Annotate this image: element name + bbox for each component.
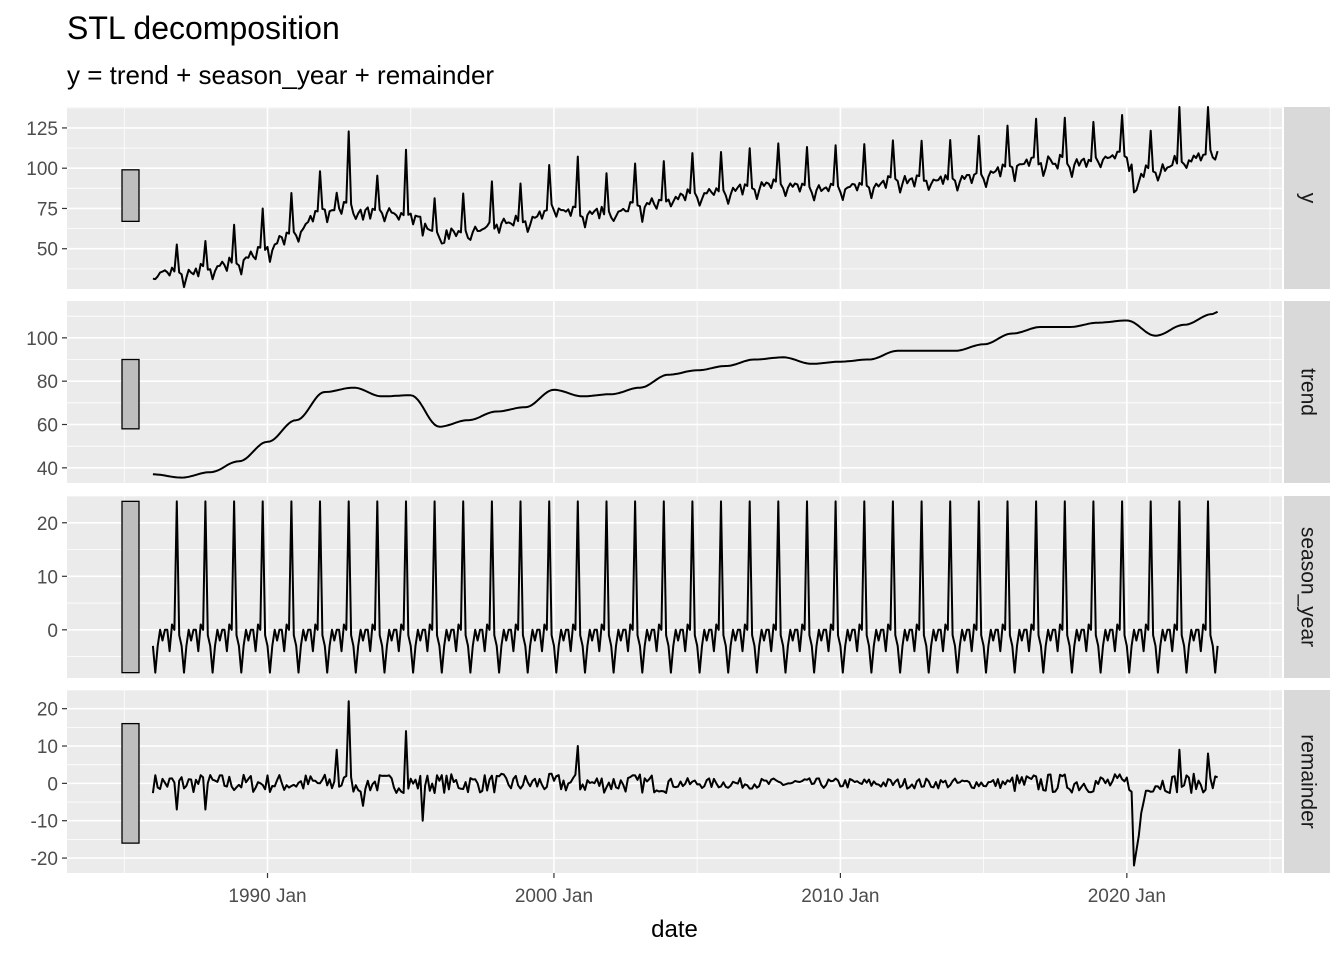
- y-tick-label: 10: [37, 737, 58, 758]
- series-line-season-year: [151, 500, 1219, 674]
- scale-bar: [121, 358, 140, 430]
- y-tick-label: -20: [31, 849, 58, 870]
- scale-bar: [121, 722, 140, 844]
- y-tick-label: 50: [37, 240, 58, 261]
- facet-strip: [1284, 301, 1330, 483]
- scale-bar: [121, 169, 140, 223]
- y-tick-label: 0: [47, 774, 58, 795]
- y-tick-label: -10: [31, 812, 58, 833]
- x-tick-label: 2010 Jan: [801, 886, 879, 907]
- panel-background: [67, 496, 1282, 678]
- y-tick-label: 100: [26, 159, 58, 180]
- y-tick-label: 60: [37, 416, 58, 437]
- y-tick-label: 40: [37, 459, 58, 480]
- series-line-trend: [152, 310, 1219, 479]
- chart-subtitle: y = trend + season_year + remainder: [67, 60, 495, 90]
- panel-background: [67, 690, 1282, 873]
- facet-strip-label: season_year: [1296, 527, 1319, 647]
- facet-strip: [1284, 496, 1330, 678]
- scale-bar: [121, 500, 140, 674]
- y-tick-label: 125: [26, 119, 58, 140]
- facet-strip-label: trend: [1296, 368, 1319, 416]
- panel-background: [67, 301, 1282, 483]
- y-tick-label: 20: [37, 700, 58, 721]
- chart-title: STL decomposition: [67, 10, 340, 46]
- facet-strip: [1284, 107, 1330, 289]
- x-tick-label: 2000 Jan: [515, 886, 593, 907]
- facet-strip: [1284, 690, 1330, 873]
- y-tick-label: 100: [26, 329, 58, 350]
- x-axis-title: date: [651, 916, 698, 943]
- x-tick-label: 2020 Jan: [1088, 886, 1166, 907]
- y-tick-label: 20: [37, 514, 58, 535]
- y-tick-label: 80: [37, 372, 58, 393]
- facet-strip-label: remainder: [1296, 734, 1319, 829]
- y-tick-label: 0: [47, 621, 58, 642]
- y-tick-label: 75: [37, 199, 58, 220]
- series-line-y: [152, 106, 1219, 289]
- x-tick-label: 1990 Jan: [228, 886, 306, 907]
- y-tick-label: 10: [37, 567, 58, 588]
- facet-strip-label: y: [1296, 193, 1319, 204]
- series-line-remainder: [151, 700, 1218, 867]
